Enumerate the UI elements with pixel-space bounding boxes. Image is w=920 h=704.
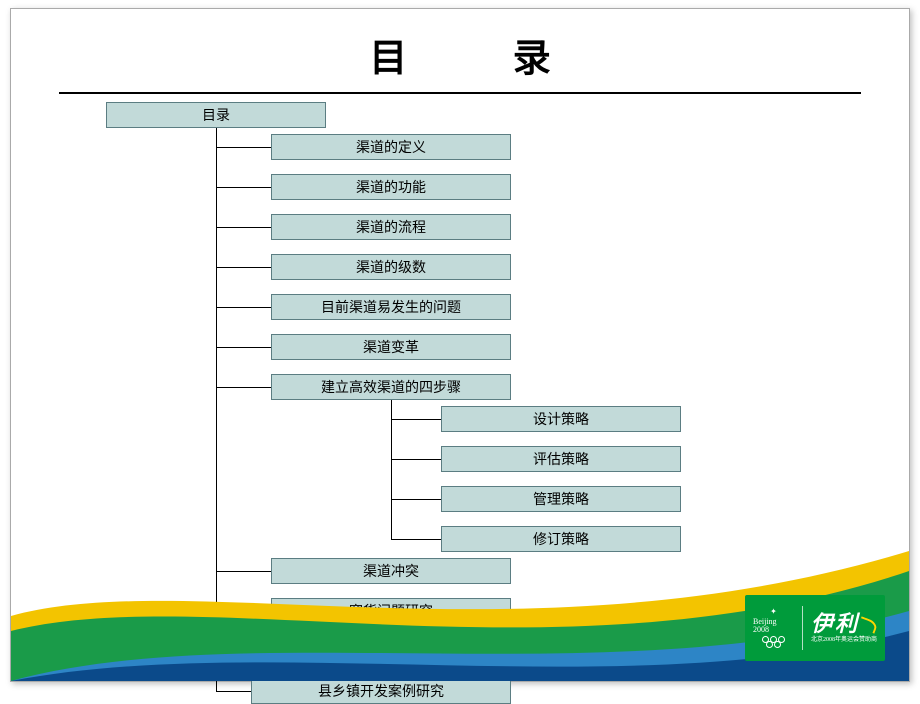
yili-logo: 伊利 北京2008年奥运会赞助商: [811, 613, 877, 643]
connector-horizontal: [391, 539, 441, 540]
connector-horizontal: [391, 459, 441, 460]
tree-item-l2-4: 目前渠道易发生的问题: [271, 294, 511, 320]
connector-horizontal: [216, 347, 271, 348]
connector-horizontal: [216, 267, 271, 268]
tree-root: 目录: [106, 102, 326, 128]
connector-horizontal: [216, 187, 271, 188]
tree-item-l2-1: 渠道的功能: [271, 174, 511, 200]
tree-item-l3-3: 修订策略: [441, 526, 681, 552]
connector-vertical: [391, 400, 392, 539]
tree-item-l2-2: 渠道的流程: [271, 214, 511, 240]
slide-frame: 目 录 目录渠道的定义渠道的功能渠道的流程渠道的级数目前渠道易发生的问题渠道变革…: [10, 8, 910, 682]
olympic-rings-icon: [766, 641, 781, 648]
connector-horizontal: [216, 147, 271, 148]
logo-divider: [802, 606, 803, 650]
connector-horizontal: [216, 571, 271, 572]
toc-tree: 目录渠道的定义渠道的功能渠道的流程渠道的级数目前渠道易发生的问题渠道变革建立高效…: [11, 102, 909, 662]
beijing-mark-icon: ✦: [770, 608, 777, 616]
page-title: 目 录: [11, 27, 909, 82]
tree-item-l2-8: 窜货问题研究: [271, 598, 511, 624]
connector-horizontal: [216, 611, 271, 612]
connector-horizontal: [391, 419, 441, 420]
connector-horizontal: [391, 499, 441, 500]
tree-item-l3-2: 管理策略: [441, 486, 681, 512]
tree-item-l2-9: 避免渠道管理中的恶性销售: [231, 638, 511, 664]
tree-item-l3-0: 设计策略: [441, 406, 681, 432]
connector-horizontal: [216, 307, 271, 308]
title-rule: [59, 92, 861, 94]
connector-horizontal: [216, 651, 231, 652]
yili-subline: 北京2008年奥运会赞助商: [811, 637, 877, 643]
connector-horizontal: [216, 387, 271, 388]
yili-swoosh-icon: [857, 616, 878, 633]
connector-horizontal: [216, 691, 251, 692]
tree-item-l2-7: 渠道冲突: [271, 558, 511, 584]
olympics-icon: ✦ Beijing 2008: [753, 608, 794, 648]
yili-brand-text: 伊利: [811, 611, 859, 636]
tree-item-l2-0: 渠道的定义: [271, 134, 511, 160]
tree-item-l2-10: 县乡镇开发案例研究: [251, 678, 511, 704]
tree-item-l2-6: 建立高效渠道的四步骤: [271, 374, 511, 400]
tree-item-l2-5: 渠道变革: [271, 334, 511, 360]
title-area: 目 录: [11, 9, 909, 94]
connector-vertical: [216, 128, 217, 691]
sponsor-logo: ✦ Beijing 2008 伊利 北京2008年奥运会赞助商: [745, 595, 885, 661]
tree-item-l2-3: 渠道的级数: [271, 254, 511, 280]
tree-item-l3-1: 评估策略: [441, 446, 681, 472]
connector-horizontal: [216, 227, 271, 228]
beijing-text: Beijing 2008: [753, 618, 794, 634]
